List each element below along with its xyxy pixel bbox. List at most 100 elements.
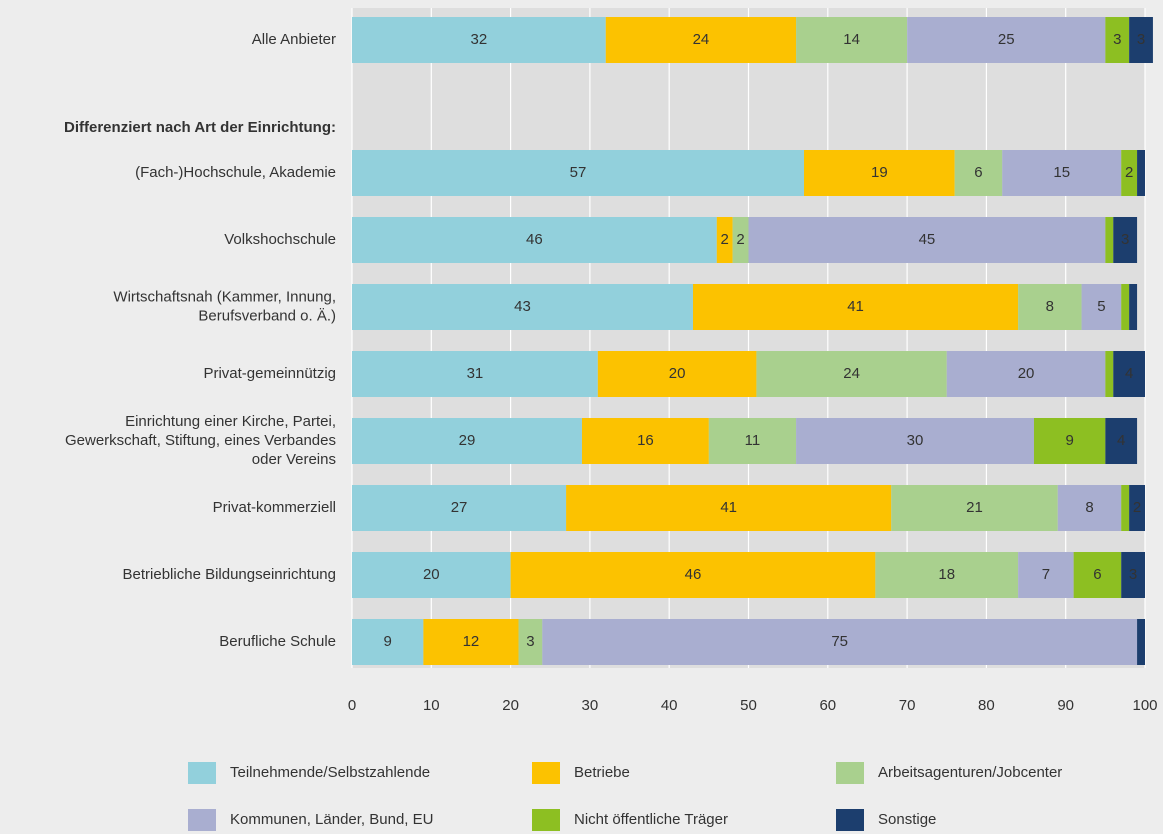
bar-segment	[352, 17, 606, 63]
bar-segment	[542, 619, 1138, 665]
bar-segment	[1081, 284, 1122, 330]
bar-segment	[1018, 284, 1082, 330]
value-label: 2	[1125, 164, 1133, 181]
group-heading: Differenziert nach Art der Einrichtung:	[64, 119, 336, 136]
value-label: 3	[1137, 31, 1145, 48]
legend-swatch	[188, 809, 216, 831]
bar-segment	[423, 619, 519, 665]
value-label: 3	[1129, 566, 1137, 583]
value-label: 20	[669, 365, 686, 382]
value-label: 9	[384, 633, 392, 650]
category-label: Privat-gemeinnützig	[203, 365, 336, 382]
value-label: 6	[1093, 566, 1101, 583]
value-label: 4	[1125, 365, 1133, 382]
value-label: 5	[1097, 298, 1105, 315]
bar-segment	[692, 284, 1019, 330]
x-tick-label: 80	[978, 697, 995, 714]
bar-segment	[581, 418, 709, 464]
value-label: 25	[998, 31, 1015, 48]
value-label: 32	[471, 31, 488, 48]
value-label: 31	[467, 365, 484, 382]
category-label: Berufliche Schule	[219, 633, 336, 650]
bar-segment	[352, 485, 567, 531]
value-label: 7	[1042, 566, 1050, 583]
value-label: 75	[831, 633, 848, 650]
bar-segment	[1113, 351, 1145, 397]
bar-segment	[1105, 418, 1138, 464]
bar-segment	[716, 217, 733, 263]
bar-segment	[1121, 552, 1145, 598]
value-label: 8	[1085, 499, 1093, 516]
value-label: 30	[907, 432, 924, 449]
bar-segment	[352, 284, 693, 330]
value-label: 3	[1113, 31, 1121, 48]
value-label: 46	[526, 231, 543, 248]
bar-segment	[1105, 351, 1114, 397]
value-label: 27	[451, 499, 468, 516]
value-label: 2	[1133, 499, 1141, 516]
bar-segment	[1057, 485, 1122, 531]
bar-segment	[796, 17, 908, 63]
bar-segment	[597, 351, 757, 397]
value-label: 24	[843, 365, 860, 382]
value-label: 6	[974, 164, 982, 181]
legend-label: Teilnehmende/Selbstzahlende	[230, 764, 430, 781]
x-tick-label: 50	[740, 697, 757, 714]
bar-segment	[732, 217, 749, 263]
legend-swatch	[532, 809, 560, 831]
bar-segment	[566, 485, 892, 531]
bar-segment	[756, 351, 947, 397]
bar-segment	[1018, 552, 1074, 598]
category-label: (Fach-)Hochschule, Akademie	[135, 164, 336, 181]
legend-swatch	[532, 762, 560, 784]
x-tick-label: 40	[661, 697, 678, 714]
bar-segment	[510, 552, 876, 598]
value-label: 18	[938, 566, 955, 583]
value-label: 24	[693, 31, 710, 48]
value-label: 9	[1065, 432, 1073, 449]
bar-segment	[954, 150, 1003, 196]
x-tick-label: 30	[582, 697, 599, 714]
value-label: 4	[1117, 432, 1125, 449]
legend-label: Betriebe	[574, 764, 630, 781]
category-label: Alle Anbieter	[252, 31, 336, 48]
bar-segment	[1033, 418, 1106, 464]
bar-segment	[1129, 485, 1145, 531]
value-label: 43	[514, 298, 531, 315]
x-tick-label: 20	[502, 697, 519, 714]
bar-segment	[518, 619, 543, 665]
x-tick-label: 10	[423, 697, 440, 714]
bar-segment	[1129, 17, 1153, 63]
x-tick-label: 60	[819, 697, 836, 714]
value-label: 2	[721, 231, 729, 248]
value-label: 41	[720, 499, 737, 516]
value-label: 2	[736, 231, 744, 248]
value-label: 19	[871, 164, 888, 181]
category-label: Volkshochschule	[224, 231, 336, 248]
legend-label: Nicht öffentliche Träger	[574, 811, 728, 828]
value-label: 21	[966, 499, 983, 516]
bar-segment	[891, 485, 1058, 531]
category-label: Einrichtung einer Kirche, Partei, Gewerks…	[65, 413, 336, 468]
bar-segment	[804, 150, 955, 196]
value-label: 15	[1053, 164, 1070, 181]
bar-segment	[1002, 150, 1122, 196]
bar-segment	[1121, 284, 1130, 330]
value-label: 12	[463, 633, 480, 650]
value-label: 46	[685, 566, 702, 583]
value-label: 11	[745, 432, 761, 449]
bar-segment	[907, 17, 1106, 63]
x-tick-label: 0	[348, 697, 356, 714]
bar-segment	[1129, 284, 1138, 330]
legend-swatch	[836, 762, 864, 784]
bar-segment	[352, 552, 511, 598]
bar-segment	[1073, 552, 1122, 598]
value-label: 20	[1018, 365, 1035, 382]
bar-segment	[1105, 17, 1130, 63]
category-label: Betriebliche Bildungseinrichtung	[123, 566, 336, 583]
x-tick-label: 70	[899, 697, 916, 714]
bar-segment	[352, 150, 805, 196]
bar-segment	[1105, 217, 1114, 263]
bar-segment	[1121, 485, 1130, 531]
